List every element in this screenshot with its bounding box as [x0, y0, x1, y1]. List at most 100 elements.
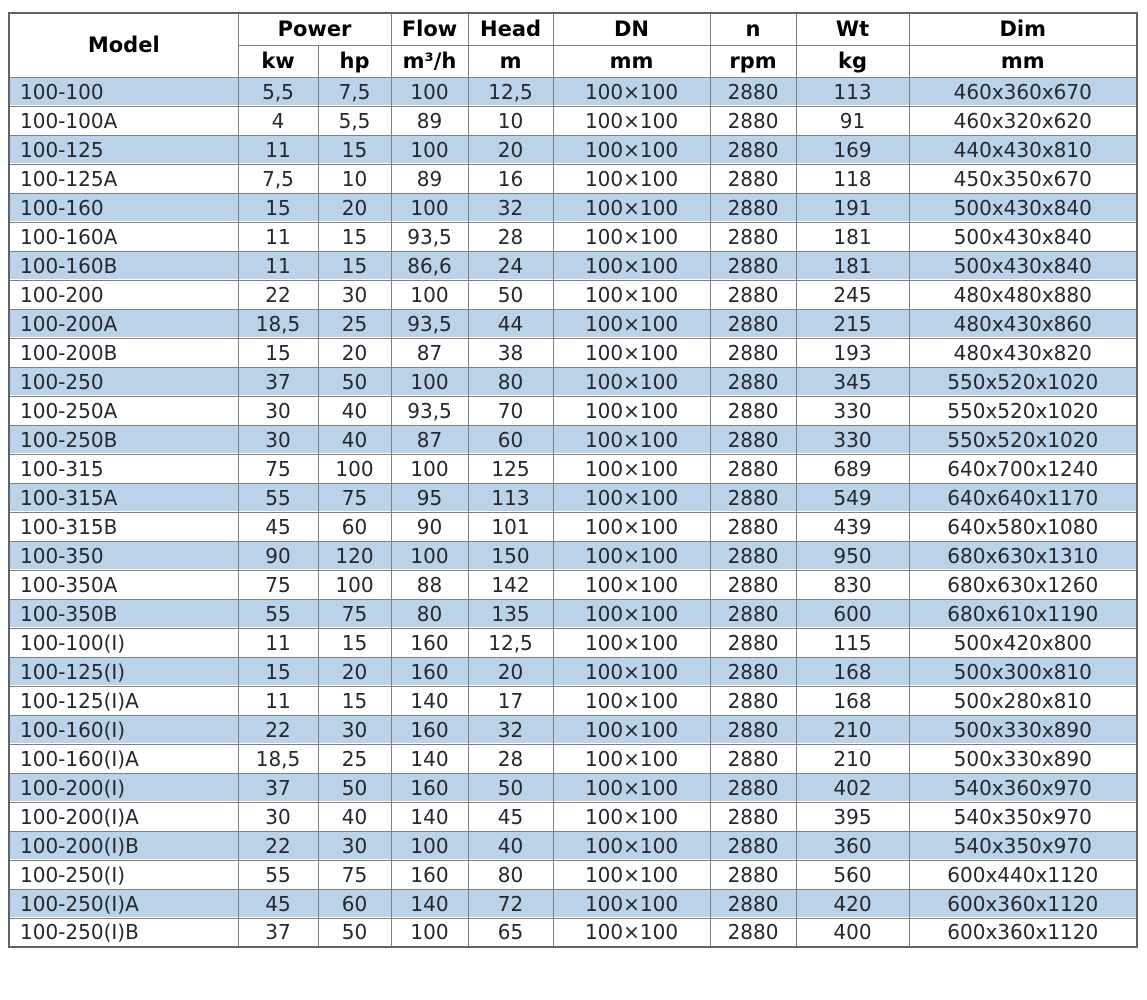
cell-head: 40: [467, 830, 554, 861]
cell-model: 100-160(I)A: [8, 743, 239, 774]
table-row: 100-315B 45 60 90 101 100×100 2880 439 640x580x1…: [8, 511, 1138, 542]
cell-power-kw: 75: [237, 569, 319, 600]
cell-model: 100-100A: [8, 105, 239, 136]
cell-flow: 160: [390, 656, 469, 687]
cell-model: 100-100(I): [8, 627, 239, 658]
cell-power-kw: 55: [237, 482, 319, 513]
cell-dim: 540x360x970: [908, 772, 1138, 803]
cell-dn: 100×100: [552, 250, 711, 281]
cell-head: 50: [467, 772, 554, 803]
cell-power-hp: 30: [317, 279, 392, 310]
cell-flow: 100: [390, 917, 469, 948]
table-row: 100-125 11 15 100 20 100×100 2880 169 440x430x81…: [8, 134, 1138, 165]
cell-wt: 191: [795, 192, 910, 223]
cell-dim: 550x520x1020: [908, 424, 1138, 455]
cell-wt: 395: [795, 801, 910, 832]
table-row: 100-200(I)B 22 30 100 40 100×100 2880 360 540x35…: [8, 830, 1138, 861]
cell-power-kw: 55: [237, 598, 319, 629]
cell-model: 100-125A: [8, 163, 239, 194]
unit-header-head: m: [467, 44, 554, 78]
table-row: 100-100A 4 5,5 89 10 100×100 2880 91 460x320x620: [8, 105, 1138, 136]
cell-power-hp: 120: [317, 540, 392, 571]
cell-n-rpm: 2880: [709, 830, 797, 861]
cell-power-kw: 37: [237, 917, 319, 948]
cell-power-kw: 37: [237, 772, 319, 803]
cell-model: 100-250(I): [8, 859, 239, 890]
cell-wt: 118: [795, 163, 910, 194]
cell-n-rpm: 2880: [709, 221, 797, 252]
cell-n-rpm: 2880: [709, 656, 797, 687]
pump-spec-table: Model Power Flow Head DN n Wt Dim kw hp …: [8, 12, 1139, 948]
cell-power-kw: 15: [237, 337, 319, 368]
cell-power-hp: 15: [317, 627, 392, 658]
cell-flow: 160: [390, 714, 469, 745]
cell-model: 100-200(I)B: [8, 830, 239, 861]
cell-power-kw: 11: [237, 685, 319, 716]
cell-dim: 500x430x840: [908, 192, 1138, 223]
column-header-model: Model: [8, 12, 239, 78]
cell-n-rpm: 2880: [709, 453, 797, 484]
cell-flow: 86,6: [390, 250, 469, 281]
cell-flow: 140: [390, 743, 469, 774]
cell-dn: 100×100: [552, 453, 711, 484]
cell-dn: 100×100: [552, 366, 711, 397]
cell-power-hp: 60: [317, 888, 392, 919]
cell-model: 100-250A: [8, 395, 239, 426]
table-row: 100-125A 7,5 10 89 16 100×100 2880 118 450x350x6…: [8, 163, 1138, 194]
cell-flow: 93,5: [390, 308, 469, 339]
cell-power-hp: 75: [317, 482, 392, 513]
cell-head: 32: [467, 714, 554, 745]
cell-wt: 210: [795, 714, 910, 745]
cell-power-hp: 20: [317, 192, 392, 223]
cell-dim: 680x610x1190: [908, 598, 1138, 629]
cell-power-kw: 7,5: [237, 163, 319, 194]
cell-power-kw: 22: [237, 279, 319, 310]
cell-flow: 95: [390, 482, 469, 513]
cell-wt: 181: [795, 250, 910, 281]
cell-model: 100-250(I)A: [8, 888, 239, 919]
cell-n-rpm: 2880: [709, 250, 797, 281]
cell-head: 12,5: [467, 627, 554, 658]
unit-header-dn: mm: [552, 44, 711, 78]
cell-dim: 440x430x810: [908, 134, 1138, 165]
cell-power-hp: 20: [317, 337, 392, 368]
cell-model: 100-200A: [8, 308, 239, 339]
cell-dim: 500x330x890: [908, 743, 1138, 774]
cell-dn: 100×100: [552, 221, 711, 252]
cell-dim: 680x630x1260: [908, 569, 1138, 600]
cell-flow: 87: [390, 337, 469, 368]
cell-wt: 400: [795, 917, 910, 948]
table-row: 100-315A 55 75 95 113 100×100 2880 549 640x640x1…: [8, 482, 1138, 513]
cell-dim: 640x700x1240: [908, 453, 1138, 484]
table-row: 100-160B 11 15 86,6 24 100×100 2880 181 500x430x…: [8, 250, 1138, 281]
cell-dn: 100×100: [552, 685, 711, 716]
header-row-units: kw hp m³/h m mm rpm kg mm: [9, 44, 1138, 78]
cell-dn: 100×100: [552, 569, 711, 600]
cell-wt: 215: [795, 308, 910, 339]
cell-power-kw: 15: [237, 192, 319, 223]
cell-head: 113: [467, 482, 554, 513]
cell-n-rpm: 2880: [709, 540, 797, 571]
cell-dn: 100×100: [552, 105, 711, 136]
cell-power-kw: 22: [237, 714, 319, 745]
table-body: 100-100 5,5 7,5 100 12,5 100×100 2880 113 460x36…: [8, 76, 1138, 948]
cell-power-hp: 50: [317, 772, 392, 803]
cell-n-rpm: 2880: [709, 888, 797, 919]
cell-flow: 93,5: [390, 221, 469, 252]
cell-power-kw: 11: [237, 627, 319, 658]
cell-n-rpm: 2880: [709, 772, 797, 803]
cell-dn: 100×100: [552, 540, 711, 571]
cell-model: 100-125(I)A: [8, 685, 239, 716]
cell-dim: 600x360x1120: [908, 917, 1138, 948]
cell-wt: 210: [795, 743, 910, 774]
cell-flow: 89: [390, 105, 469, 136]
cell-n-rpm: 2880: [709, 917, 797, 948]
cell-power-hp: 5,5: [317, 105, 392, 136]
cell-head: 12,5: [467, 76, 554, 107]
cell-flow: 88: [390, 569, 469, 600]
cell-power-hp: 15: [317, 134, 392, 165]
cell-flow: 89: [390, 163, 469, 194]
cell-dn: 100×100: [552, 830, 711, 861]
table-row: 100-100(I) 11 15 160 12,5 100×100 2880 115 500x4…: [8, 627, 1138, 658]
cell-head: 45: [467, 801, 554, 832]
